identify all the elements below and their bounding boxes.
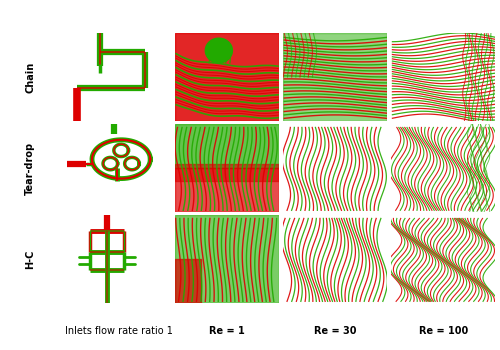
Text: Chain: Chain [25,61,35,93]
Polygon shape [175,33,279,121]
Text: H-C: H-C [25,249,35,269]
Polygon shape [175,215,279,303]
Text: Tear-drop: Tear-drop [25,141,35,195]
Polygon shape [175,168,279,212]
Polygon shape [175,163,279,181]
Polygon shape [206,38,233,63]
Polygon shape [175,259,201,303]
Text: Re = 100: Re = 100 [419,326,468,336]
Text: Re = 30: Re = 30 [314,326,356,336]
Polygon shape [283,33,388,121]
Polygon shape [175,124,279,168]
Text: Inlets flow rate ratio 1: Inlets flow rate ratio 1 [65,326,173,336]
Text: Re = 1: Re = 1 [210,326,245,336]
